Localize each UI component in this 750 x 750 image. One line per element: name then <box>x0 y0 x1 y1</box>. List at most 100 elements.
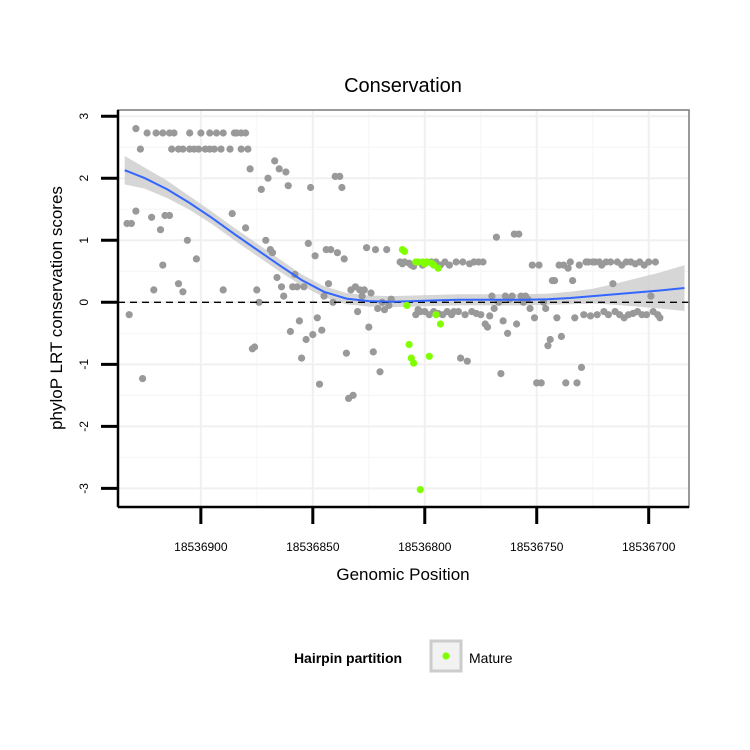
point-other <box>371 246 380 254</box>
point-other <box>320 292 328 300</box>
y-tick-label: -1 <box>77 359 91 370</box>
point-other <box>186 129 194 137</box>
point-other <box>210 145 218 153</box>
point-other <box>251 343 259 351</box>
legend-key-mature <box>442 652 450 660</box>
point-other <box>376 368 384 376</box>
point-other <box>309 331 317 339</box>
point-other <box>526 304 534 313</box>
point-other <box>150 286 158 294</box>
point-other <box>219 129 227 137</box>
point-other <box>298 354 306 362</box>
point-other <box>342 349 350 357</box>
y-tick-label: 1 <box>77 237 91 244</box>
point-other <box>271 157 279 165</box>
point-other <box>504 329 512 337</box>
point-other <box>197 129 205 137</box>
y-tick-label: -2 <box>77 421 91 432</box>
x-tick-label: 18536700 <box>622 540 676 554</box>
point-other <box>336 172 344 180</box>
point-other <box>170 129 178 137</box>
point-other <box>445 261 453 269</box>
legend-label-mature: Mature <box>469 650 513 666</box>
point-other <box>242 129 250 137</box>
point-other <box>295 317 303 325</box>
point-other <box>340 255 348 263</box>
plot-panel <box>118 110 689 507</box>
point-other <box>277 283 286 291</box>
point-mature <box>401 247 409 255</box>
point-other <box>159 261 167 269</box>
point-other <box>488 292 496 300</box>
point-other <box>586 312 595 320</box>
point-other <box>174 280 183 288</box>
point-other <box>546 335 554 344</box>
point-other <box>286 327 294 336</box>
point-other <box>302 335 310 344</box>
confidence-band <box>124 155 685 311</box>
point-other <box>284 182 292 190</box>
point-other <box>246 165 254 173</box>
point-other <box>463 357 471 365</box>
point-other <box>300 283 308 291</box>
point-other <box>609 280 617 288</box>
point-other <box>454 308 462 316</box>
point-other <box>262 236 270 244</box>
point-other <box>461 311 469 319</box>
point-other <box>217 145 225 153</box>
point-other <box>327 246 335 254</box>
point-other <box>577 363 586 371</box>
point-other <box>159 129 167 137</box>
point-other <box>499 317 507 325</box>
point-mature <box>403 301 411 309</box>
point-other <box>513 320 521 328</box>
y-tick-label: -3 <box>77 483 91 494</box>
point-other <box>656 314 664 322</box>
point-other <box>530 314 539 322</box>
point-other <box>275 165 283 173</box>
point-other <box>257 185 265 193</box>
y-tick-label: 0 <box>77 299 91 306</box>
point-other <box>244 145 252 153</box>
point-other <box>212 129 221 137</box>
point-other <box>253 286 261 294</box>
point-other <box>607 258 615 266</box>
point-mature <box>416 486 424 494</box>
x-axis-title: Genomic Position <box>336 565 469 584</box>
point-other <box>311 252 319 260</box>
point-mature <box>425 352 433 360</box>
point-other <box>553 314 561 322</box>
point-other <box>358 292 366 300</box>
point-other <box>571 314 579 322</box>
point-other <box>457 354 465 362</box>
point-other <box>168 145 176 153</box>
point-other <box>192 255 200 263</box>
legend-title: Hairpin partition <box>294 650 402 666</box>
point-other <box>557 332 566 340</box>
point-other <box>206 129 214 137</box>
point-other <box>479 258 487 266</box>
y-axis-title: phyloP LRT conservation scores <box>47 186 66 430</box>
point-other <box>264 174 272 182</box>
point-other <box>333 249 341 257</box>
point-other <box>313 314 321 322</box>
point-other <box>651 258 660 266</box>
point-other <box>280 292 288 300</box>
point-other <box>497 370 505 378</box>
point-other <box>580 311 588 319</box>
point-other <box>551 277 559 285</box>
point-other <box>242 224 250 232</box>
point-other <box>273 273 281 282</box>
point-other <box>318 326 326 334</box>
point-other <box>383 246 391 254</box>
point-other <box>315 380 324 388</box>
point-other <box>492 233 500 241</box>
point-other <box>136 145 144 153</box>
point-other <box>228 210 236 218</box>
point-other <box>566 258 574 266</box>
legend: Hairpin partition Mature <box>294 639 513 673</box>
point-other <box>148 213 156 221</box>
point-other <box>604 311 613 319</box>
